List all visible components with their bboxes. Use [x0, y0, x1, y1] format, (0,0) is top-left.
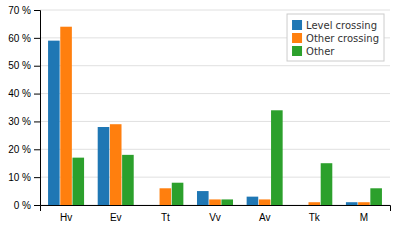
bar [321, 163, 333, 205]
y-axis-line [34, 11, 41, 206]
chart: 0 % 10 % 20 % 30 % 40 % 50 % 60 % 70 % Hv Ev Tt Vv A… [0, 0, 400, 227]
bar [296, 205, 308, 206]
bar [370, 188, 382, 205]
bar-series [72, 110, 381, 205]
bar [271, 110, 283, 205]
bar [197, 191, 209, 205]
x-axis: Hv Ev Tt Vv Av Tk M [41, 206, 391, 224]
x-tick-label: Ev [110, 212, 122, 223]
x-tick: Av [259, 212, 271, 223]
x-tick-label: Hv [60, 212, 72, 223]
x-tick: Tk [309, 212, 321, 223]
x-tick-label: Av [259, 212, 271, 223]
legend-label: Other [306, 46, 335, 57]
y-tick: 30 % [8, 116, 40, 127]
y-tick-label: 70 % [8, 5, 31, 16]
grid [40, 10, 390, 205]
y-tick-mark [34, 10, 40, 11]
legend-box [287, 14, 384, 61]
plot: 0 % 10 % 20 % 30 % 40 % 50 % 60 % 70 % Hv Ev Tt Vv A… [8, 5, 390, 223]
bar-series [60, 27, 369, 205]
y-tick-label: 10 % [8, 172, 31, 183]
bar [98, 127, 110, 205]
bar [346, 202, 358, 205]
legend-item: Level crossing [292, 20, 377, 31]
y-tick-label: 30 % [8, 116, 31, 127]
y-tick-label: 0 % [14, 200, 31, 211]
y-tick: 50 % [8, 60, 40, 71]
y-tick-mark [34, 38, 40, 39]
legend-swatch [292, 20, 302, 30]
y-tick-label: 60 % [8, 33, 31, 44]
x-tick: Ev [110, 212, 122, 223]
y-tick-mark [34, 177, 40, 178]
bars [48, 27, 382, 205]
x-tick: Hv [60, 212, 72, 223]
bar [209, 199, 221, 205]
y-tick-label: 20 % [8, 144, 31, 155]
x-tick: M [360, 212, 368, 223]
x-tick: Tt [161, 212, 170, 223]
y-axis: 0 % 10 % 20 % 30 % 40 % 50 % 60 % 70 % [8, 5, 40, 211]
y-tick-mark [34, 121, 40, 122]
bar [122, 155, 134, 205]
grid-line [40, 93, 390, 94]
legend: Level crossing Other crossing Other [287, 14, 384, 61]
bar [110, 124, 122, 205]
y-tick: 20 % [8, 144, 40, 155]
bar [72, 158, 84, 205]
x-tick-label: Tk [309, 212, 321, 223]
bar [259, 199, 271, 205]
bar [48, 41, 60, 205]
bar [247, 197, 259, 205]
legend-item: Other [292, 46, 335, 57]
x-axis-line [41, 206, 391, 212]
y-tick-label: 40 % [8, 88, 31, 99]
grid-line [40, 10, 390, 11]
legend-label: Other crossing [306, 33, 379, 44]
bar [221, 199, 233, 205]
grid-line [40, 149, 390, 150]
y-tick: 0 % [14, 200, 40, 211]
y-tick-label: 50 % [8, 60, 31, 71]
x-tick-label: M [360, 212, 368, 223]
x-tick: Vv [209, 212, 221, 223]
y-tick-mark [34, 149, 40, 150]
y-tick-mark [34, 94, 40, 95]
y-tick: 40 % [8, 88, 40, 99]
legend-item: Other crossing [292, 33, 379, 44]
bar [160, 188, 172, 205]
bar-series [48, 41, 357, 205]
grid-line [40, 121, 390, 122]
legend-swatch [292, 33, 302, 43]
y-tick-mark [34, 205, 40, 206]
y-tick: 70 % [8, 5, 40, 16]
y-tick: 10 % [8, 172, 40, 183]
bar [147, 205, 159, 206]
y-tick-mark [34, 66, 40, 67]
x-tick-label: Vv [209, 212, 221, 223]
legend-swatch [292, 46, 302, 56]
bar [172, 183, 184, 205]
bar [358, 202, 370, 205]
bar [308, 202, 320, 205]
x-tick-label: Tt [161, 212, 170, 223]
legend-label: Level crossing [306, 20, 377, 31]
bar [60, 27, 72, 205]
y-tick: 60 % [8, 33, 40, 44]
grid-line [40, 177, 390, 178]
grid-line [40, 65, 390, 66]
